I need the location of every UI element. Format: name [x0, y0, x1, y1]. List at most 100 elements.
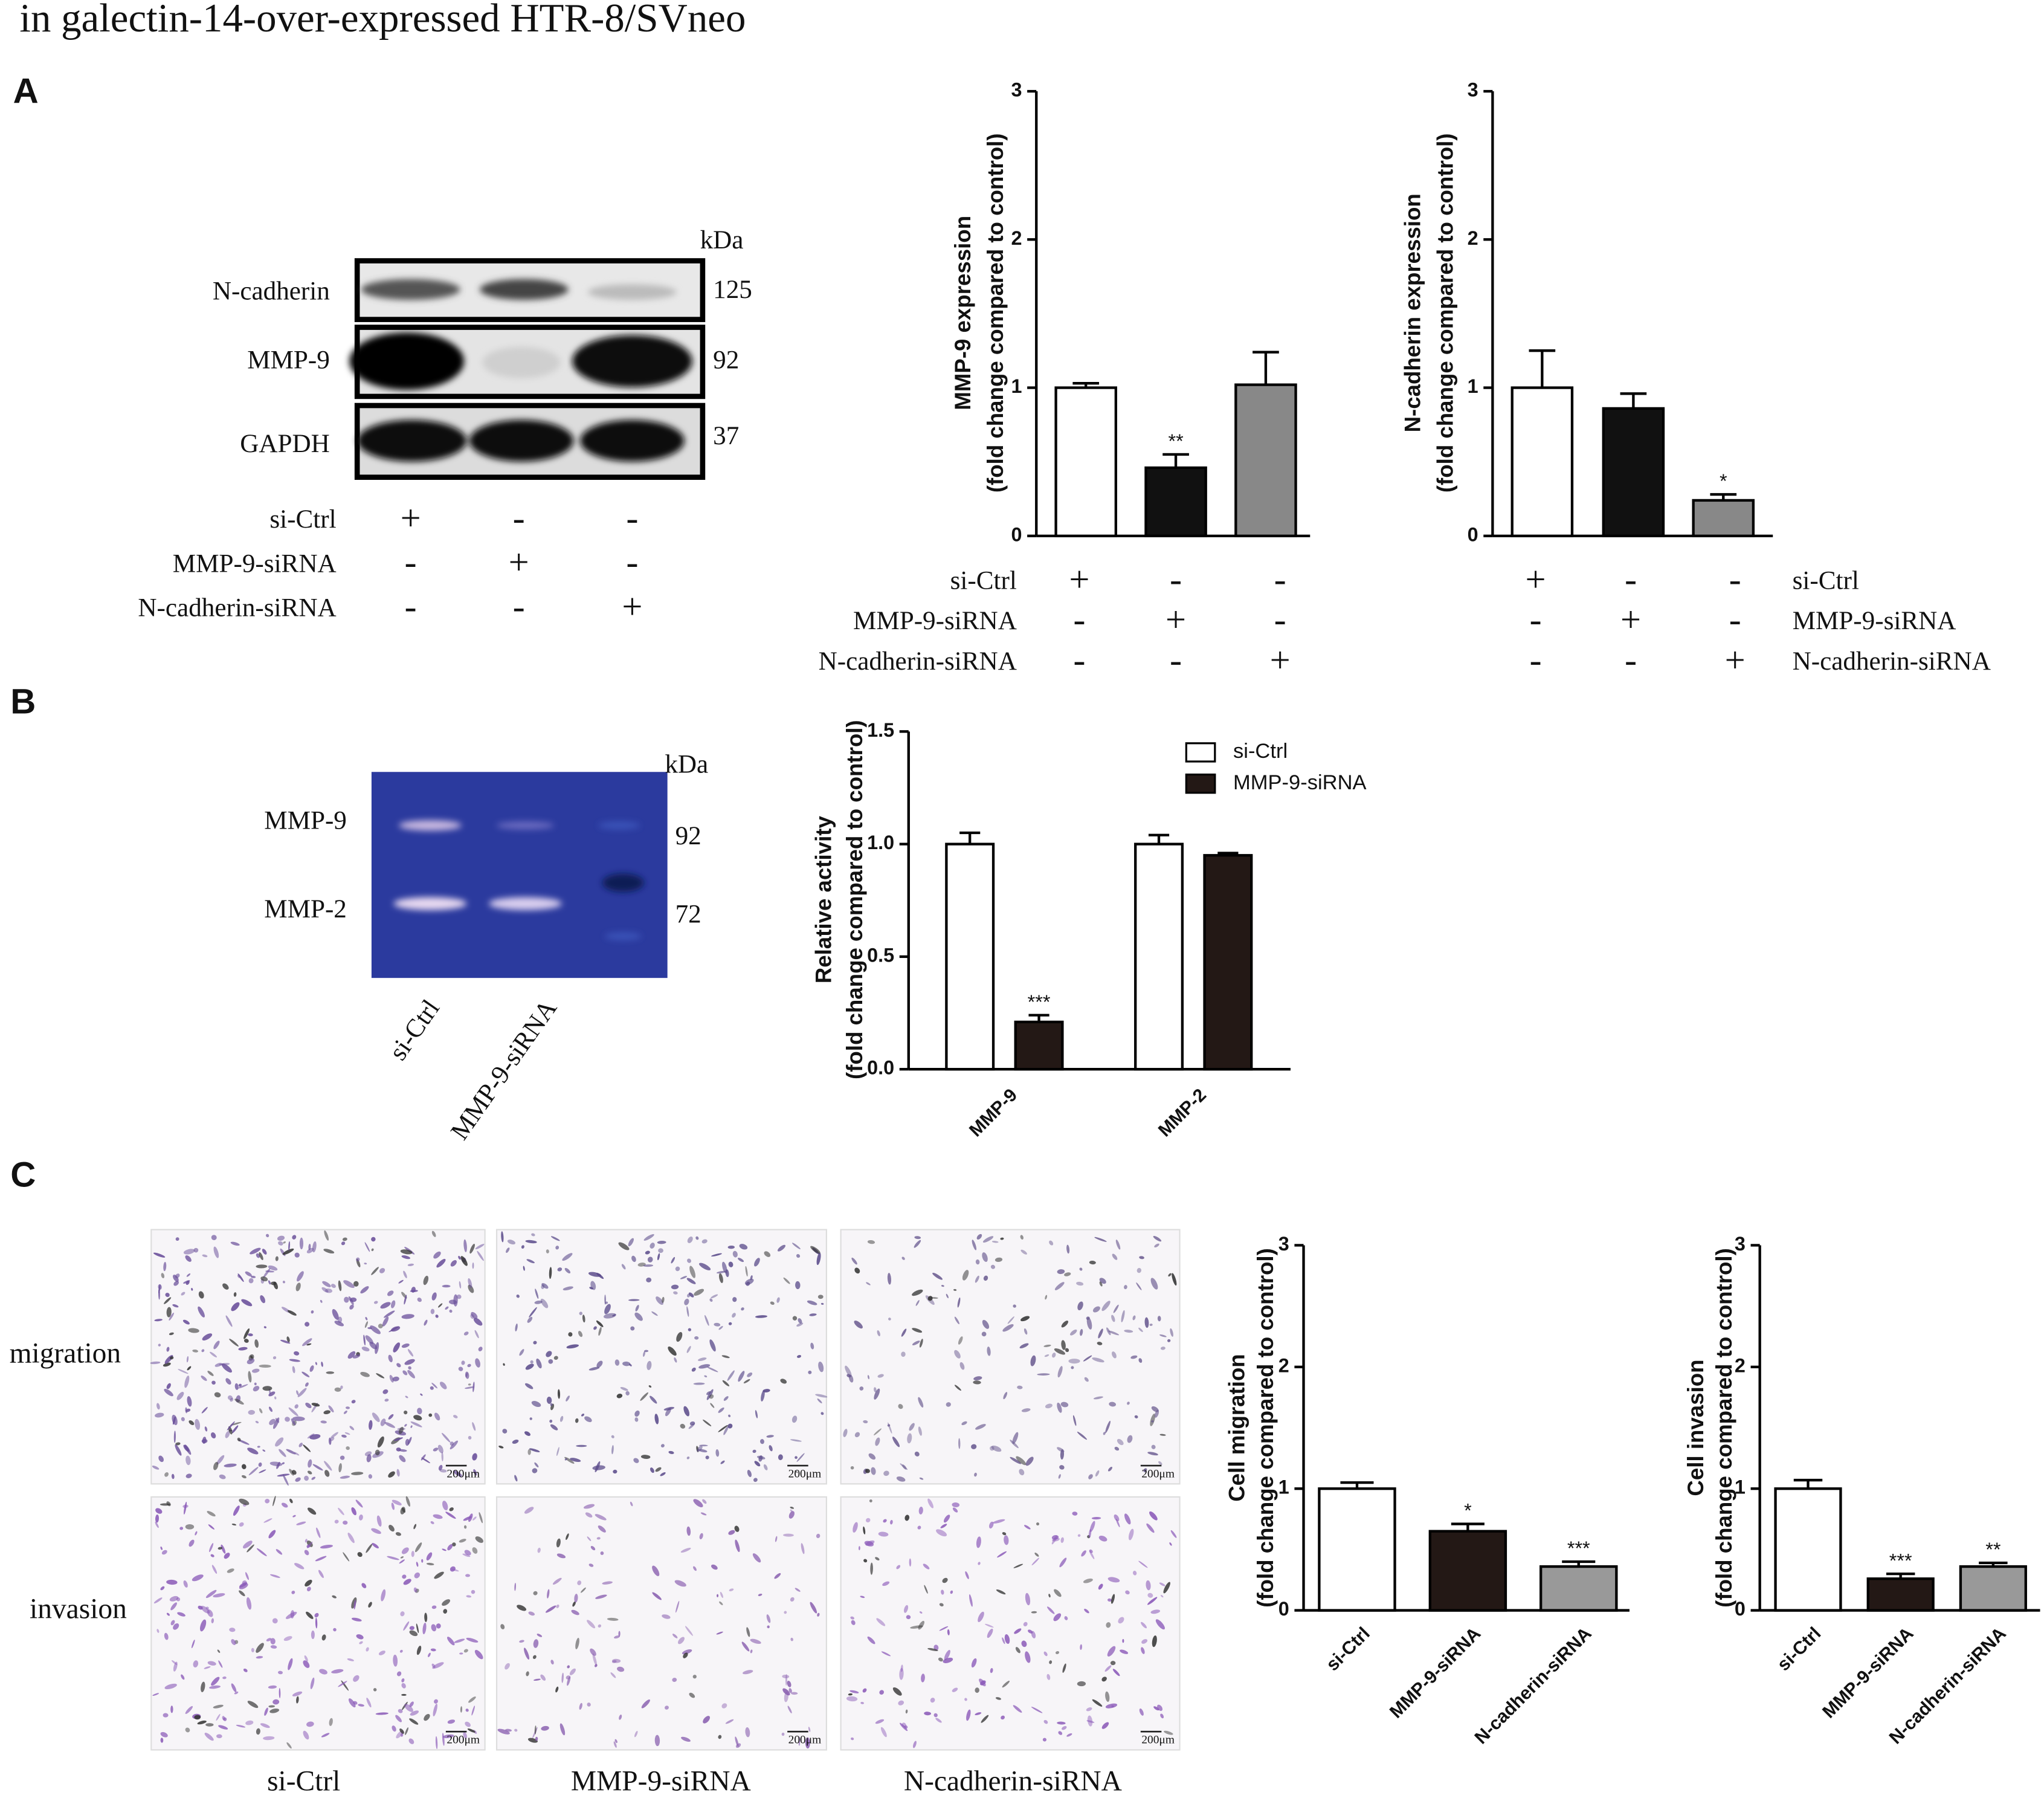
- bar: [1234, 383, 1297, 537]
- cell: [233, 1292, 237, 1297]
- cell: [1010, 1457, 1022, 1464]
- cell: [1127, 1435, 1133, 1443]
- cell: [299, 1237, 304, 1250]
- cell: [871, 1467, 876, 1475]
- cell: [997, 1551, 1007, 1558]
- cell: [442, 1284, 451, 1288]
- cell: [716, 1270, 726, 1274]
- cell: [874, 1388, 880, 1400]
- cell: [233, 1505, 240, 1516]
- cell: [467, 1363, 471, 1368]
- cell: [550, 1660, 554, 1665]
- cell: [867, 1240, 875, 1244]
- cell: [918, 1620, 924, 1630]
- cell: [283, 1474, 289, 1486]
- cell: [594, 1664, 598, 1667]
- cell: [1098, 1583, 1103, 1590]
- cell: [324, 1461, 332, 1471]
- cell: [706, 1391, 711, 1395]
- cell: [473, 1469, 477, 1476]
- cell: [954, 1350, 961, 1359]
- cell: [423, 1275, 429, 1285]
- cell: [1089, 1549, 1093, 1553]
- cell: [219, 1474, 226, 1479]
- cell: [1086, 1317, 1092, 1330]
- cell: [781, 1732, 785, 1736]
- table-sign: -: [1274, 600, 1286, 640]
- table-sign: -: [1274, 559, 1286, 600]
- cell: [401, 1547, 409, 1554]
- cell: [721, 1355, 730, 1359]
- cell: [268, 1406, 272, 1412]
- cell: [741, 1641, 750, 1652]
- cell: [328, 1405, 334, 1412]
- cell: [600, 1551, 604, 1556]
- cell: [531, 1401, 541, 1408]
- cell: [618, 1631, 621, 1637]
- cell: [248, 1333, 253, 1337]
- cell: [1103, 1432, 1106, 1435]
- cell: [265, 1499, 270, 1504]
- cell: [652, 1592, 662, 1600]
- cell: [1128, 1528, 1134, 1541]
- cell: [360, 1286, 369, 1294]
- legend-label: MMP-9-siRNA: [1233, 771, 1367, 794]
- cell: [719, 1601, 723, 1605]
- cell: [202, 1333, 213, 1341]
- cell: [853, 1522, 858, 1533]
- cell: [353, 1281, 359, 1287]
- cell: [1025, 1457, 1034, 1466]
- cell: [296, 1696, 299, 1704]
- cell: [315, 1617, 318, 1629]
- cell: [183, 1280, 190, 1284]
- cell: [211, 1618, 214, 1624]
- cell: [364, 1321, 369, 1328]
- cell: [254, 1339, 259, 1348]
- cell: [784, 1611, 787, 1614]
- cell: [464, 1550, 471, 1556]
- cell: [1086, 1720, 1095, 1723]
- cell: [465, 1574, 471, 1577]
- cell: [754, 1258, 760, 1267]
- cell: [404, 1704, 413, 1712]
- cell: [227, 1568, 234, 1573]
- cell: [463, 1525, 467, 1529]
- cell: [1106, 1622, 1111, 1628]
- cell: [448, 1299, 457, 1305]
- cell: [1045, 1403, 1053, 1409]
- cell: [256, 1253, 260, 1258]
- cell: [788, 1511, 795, 1519]
- table-row-label: N-cadherin-siRNA: [138, 594, 336, 622]
- cell: [1031, 1611, 1037, 1614]
- cell: [790, 1439, 802, 1442]
- cell: [185, 1524, 195, 1530]
- cell: [211, 1565, 218, 1574]
- cell: [1106, 1327, 1111, 1336]
- table-sign: -: [626, 498, 638, 538]
- cell: [243, 1328, 250, 1339]
- cell: [304, 1475, 309, 1481]
- cell: [534, 1300, 543, 1304]
- row-label: migration: [10, 1338, 121, 1369]
- cell: [917, 1525, 921, 1530]
- cell: [237, 1275, 240, 1278]
- table-row-label: si-Ctrl: [1793, 566, 1859, 595]
- x-tick-label: MMP-9: [966, 1085, 1021, 1140]
- cell: [578, 1331, 583, 1337]
- cell: [942, 1577, 948, 1583]
- cell: [497, 1728, 510, 1735]
- cell: [874, 1428, 882, 1435]
- cell: [717, 1594, 719, 1597]
- cell: [319, 1669, 327, 1675]
- cell: [1080, 1328, 1083, 1336]
- cell: [248, 1410, 256, 1415]
- cell: [727, 1245, 735, 1249]
- cell: [941, 1285, 944, 1287]
- cell: [291, 1418, 296, 1426]
- cell: [754, 1461, 761, 1467]
- cell: [634, 1312, 643, 1321]
- table-sign: -: [513, 587, 525, 627]
- cell: [535, 1289, 539, 1299]
- cell: [701, 1239, 708, 1244]
- cell: [971, 1658, 977, 1668]
